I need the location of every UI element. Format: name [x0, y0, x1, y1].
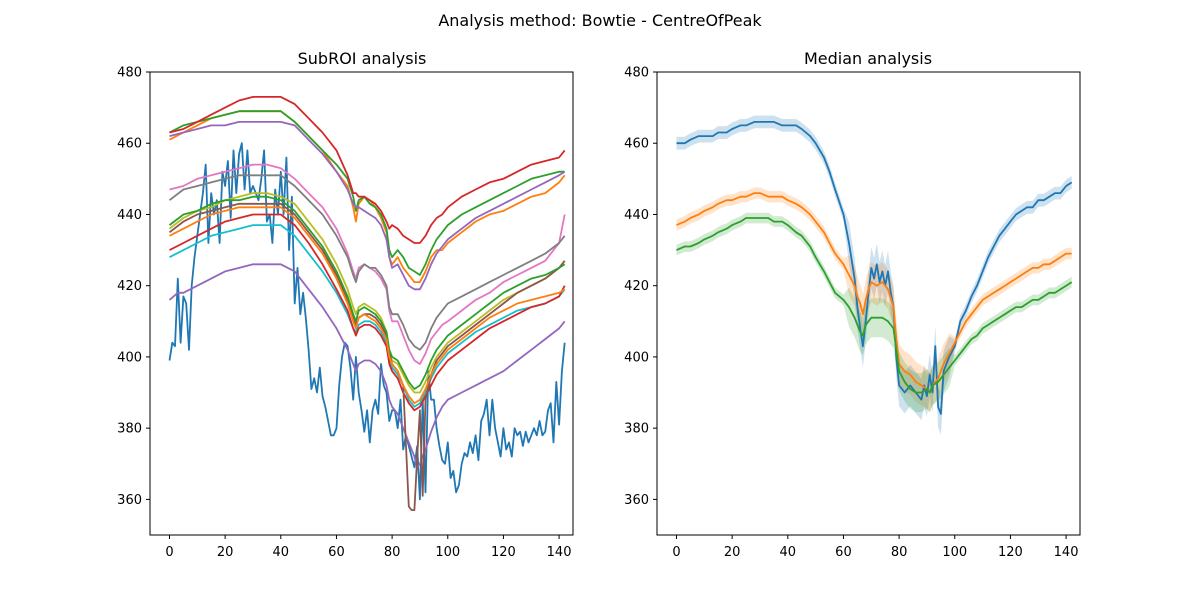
subroi-ytick-label: 380 — [117, 422, 142, 437]
subroi-series-2-line — [169, 110, 565, 276]
subroi-ytick-label: 460 — [117, 137, 142, 152]
subroi-ytick-label: 440 — [117, 208, 142, 223]
subroi-series-0-line — [168, 142, 566, 501]
subroi-xtick-label: 100 — [435, 545, 460, 560]
median-xtick-label: 40 — [780, 545, 797, 560]
median-axes-frame — [656, 71, 1081, 536]
subroi-xtick-label: 120 — [491, 545, 516, 560]
subroi-series-12-line — [168, 195, 566, 390]
subroi-xtick-label: 140 — [547, 545, 572, 560]
subroi-axes-frame — [149, 71, 574, 536]
median-axes-title: Median analysis — [804, 49, 932, 68]
median-ytick-label: 380 — [624, 422, 649, 437]
median-xtick-label: 80 — [891, 545, 908, 560]
median-series-1-line — [676, 192, 1072, 394]
subroi-xtick-label: 0 — [165, 545, 173, 560]
subroi-series-13-line — [169, 206, 566, 405]
subroi-series-6-line — [168, 174, 566, 351]
median-xtick-label: 0 — [672, 545, 680, 560]
subroi-xtick-label: 60 — [328, 545, 345, 560]
median-xtick-label: 100 — [942, 545, 967, 560]
subroi-axes-title: SubROI analysis — [298, 49, 427, 68]
subroi-series-9-line — [169, 213, 566, 412]
subroi-xtick-label: 40 — [273, 545, 290, 560]
subroi-xtick-label: 80 — [384, 545, 401, 560]
median-xtick-label: 140 — [1054, 545, 1079, 560]
median-xtick-label: 120 — [998, 545, 1023, 560]
subroi-series-3-line — [169, 96, 566, 244]
median-series-0-line — [676, 121, 1073, 415]
subroi-series-10-line — [168, 263, 566, 469]
median-plot-area — [676, 115, 1073, 435]
subroi-series-4-line — [169, 121, 566, 291]
figure-suptitle: Analysis method: Bowtie - CentreOfPeak — [438, 11, 762, 30]
subroi-ytick-label: 400 — [117, 350, 142, 365]
median-series-2-line — [676, 217, 1073, 394]
subroi-xtick-label: 20 — [217, 545, 234, 560]
subroi-ytick-label: 360 — [117, 493, 142, 508]
subroi-ytick-label: 480 — [117, 66, 142, 81]
median-ytick-label: 420 — [624, 279, 649, 294]
median-xtick-label: 20 — [724, 545, 741, 560]
median-xtick-label: 60 — [835, 545, 852, 560]
subroi-axes: SubROI analysis 0 20 40 60 80 100 120 140 360 380… — [117, 49, 574, 560]
median-ytick-label: 480 — [624, 66, 649, 81]
median-ytick-label: 440 — [624, 208, 649, 223]
median-ytick-label: 460 — [624, 137, 649, 152]
subroi-ytick-label: 420 — [117, 279, 142, 294]
median-series-1-band — [676, 187, 1072, 413]
median-series-2-band — [676, 212, 1072, 413]
median-axes: Median analysis 0 20 40 60 80 100 120 140 360 380… — [624, 49, 1081, 560]
median-ytick-label: 360 — [624, 493, 649, 508]
subroi-plot-area — [168, 96, 566, 511]
median-ytick-label: 400 — [624, 350, 649, 365]
